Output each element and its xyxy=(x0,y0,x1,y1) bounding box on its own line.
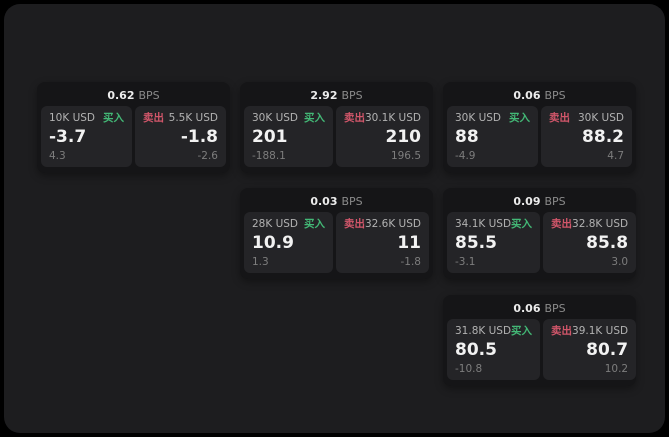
buy-quote-panel[interactable]: 34.1K USD 买入 85.5 -3.1 xyxy=(447,212,541,273)
buy-amount-label: 34.1K USD xyxy=(455,218,512,230)
sell-price: 210 xyxy=(385,127,422,147)
quote-card: 0.09 BPS 34.1K USD 买入 85.5 -3.1 卖出 32.8K… xyxy=(443,188,637,279)
quote-card: 2.92 BPS 30K USD 买入 201 -188.1 卖出 30.1K … xyxy=(240,82,433,173)
bps-unit-label: BPS xyxy=(341,194,363,208)
buy-delta: -188.1 xyxy=(252,150,286,162)
sell-delta: -1.8 xyxy=(400,256,422,268)
sell-price: -1.8 xyxy=(180,127,218,147)
buy-delta: 1.3 xyxy=(252,256,269,268)
sell-quote-panel[interactable]: 卖出 39.1K USD 80.7 10.2 xyxy=(543,319,637,380)
spread-value: 0.06 xyxy=(513,88,541,102)
buy-amount-label: 10K USD xyxy=(49,112,96,124)
buy-quote-panel[interactable]: 31.8K USD 买入 80.5 -10.8 xyxy=(447,319,541,380)
buy-amount-label: 30K USD xyxy=(252,112,299,124)
sell-side-label: 卖出 xyxy=(343,218,365,230)
buy-amount-label: 28K USD xyxy=(252,218,299,230)
buy-delta: -4.9 xyxy=(455,150,476,162)
sell-amount-label: 32.8K USD xyxy=(572,218,629,230)
spread-value: 2.92 xyxy=(310,88,338,102)
buy-side-label: 买入 xyxy=(511,218,533,230)
buy-side-label: 买入 xyxy=(303,112,325,124)
bps-unit-label: BPS xyxy=(544,88,566,102)
quote-card: 0.03 BPS 28K USD 买入 10.9 1.3 卖出 32.6K US… xyxy=(240,188,433,279)
buy-delta: -10.8 xyxy=(455,363,483,375)
sell-delta: 10.2 xyxy=(604,363,629,375)
buy-price: 85.5 xyxy=(455,233,497,253)
spread-header: 0.06 BPS xyxy=(443,82,636,106)
spread-value: 0.03 xyxy=(310,194,338,208)
bps-unit-label: BPS xyxy=(341,88,363,102)
buy-side-label: 买入 xyxy=(511,325,533,337)
sell-quote-panel[interactable]: 卖出 32.8K USD 85.8 3.0 xyxy=(543,212,637,273)
spread-value: 0.09 xyxy=(513,194,541,208)
buy-amount-label: 31.8K USD xyxy=(455,325,512,337)
buy-side-label: 买入 xyxy=(103,112,124,124)
sell-amount-label: 5.5K USD xyxy=(168,112,218,124)
bps-unit-label: BPS xyxy=(544,194,566,208)
buy-quote-panel[interactable]: 28K USD 买入 10.9 1.3 xyxy=(244,212,333,273)
sell-side-label: 卖出 xyxy=(551,218,573,230)
buy-quote-panel[interactable]: 10K USD 买入 -3.7 4.3 xyxy=(41,106,132,167)
sell-price: 11 xyxy=(397,233,421,253)
spread-value: 0.06 xyxy=(513,301,541,315)
sell-amount-label: 39.1K USD xyxy=(572,325,629,337)
buy-price: 10.9 xyxy=(252,233,294,253)
bps-unit-label: BPS xyxy=(138,88,160,102)
buy-delta: 4.3 xyxy=(49,150,66,162)
sell-delta: -2.6 xyxy=(197,150,219,162)
app-background: 0.62 BPS 10K USD 买入 -3.7 4.3 卖出 5.5K USD… xyxy=(4,4,665,433)
quote-card: 0.06 BPS 30K USD 买入 88 -4.9 卖出 30K USD 8… xyxy=(443,82,636,173)
buy-amount-label: 30K USD xyxy=(455,112,502,124)
buy-delta: -3.1 xyxy=(455,256,476,268)
sell-side-label: 卖出 xyxy=(143,112,164,124)
sell-price: 88.2 xyxy=(582,127,624,147)
buy-price: 201 xyxy=(252,127,288,147)
sell-side-label: 卖出 xyxy=(551,325,573,337)
buy-side-label: 买入 xyxy=(509,112,530,124)
sell-price: 85.8 xyxy=(586,233,629,253)
spread-header: 0.06 BPS xyxy=(443,295,636,319)
sell-amount-label: 30K USD xyxy=(577,112,624,124)
buy-quote-panel[interactable]: 30K USD 买入 201 -188.1 xyxy=(244,106,333,167)
sell-side-label: 卖出 xyxy=(549,112,570,124)
quote-card: 0.06 BPS 31.8K USD 买入 80.5 -10.8 卖出 39.1… xyxy=(443,295,637,386)
sell-amount-label: 30.1K USD xyxy=(364,112,421,124)
buy-price: -3.7 xyxy=(49,127,87,147)
spread-header: 0.62 BPS xyxy=(37,82,230,106)
quote-card: 0.62 BPS 10K USD 买入 -3.7 4.3 卖出 5.5K USD… xyxy=(37,82,230,173)
buy-price: 88 xyxy=(455,127,479,147)
sell-amount-label: 32.6K USD xyxy=(364,218,421,230)
sell-side-label: 卖出 xyxy=(343,112,365,124)
sell-delta: 4.7 xyxy=(607,150,624,162)
sell-delta: 196.5 xyxy=(390,150,421,162)
sell-quote-panel[interactable]: 卖出 5.5K USD -1.8 -2.6 xyxy=(135,106,226,167)
sell-quote-panel[interactable]: 卖出 32.6K USD 11 -1.8 xyxy=(335,212,429,273)
spread-header: 2.92 BPS xyxy=(240,82,433,106)
sell-delta: 3.0 xyxy=(611,256,629,268)
buy-price: 80.5 xyxy=(455,340,497,360)
spread-header: 0.03 BPS xyxy=(240,188,433,212)
buy-side-label: 买入 xyxy=(303,218,325,230)
buy-quote-panel[interactable]: 30K USD 买入 88 -4.9 xyxy=(447,106,538,167)
spread-value: 0.62 xyxy=(107,88,135,102)
sell-quote-panel[interactable]: 卖出 30K USD 88.2 4.7 xyxy=(541,106,632,167)
bps-unit-label: BPS xyxy=(544,301,566,315)
sell-price: 80.7 xyxy=(586,340,629,360)
sell-quote-panel[interactable]: 卖出 30.1K USD 210 196.5 xyxy=(335,106,429,167)
spread-header: 0.09 BPS xyxy=(443,188,636,212)
